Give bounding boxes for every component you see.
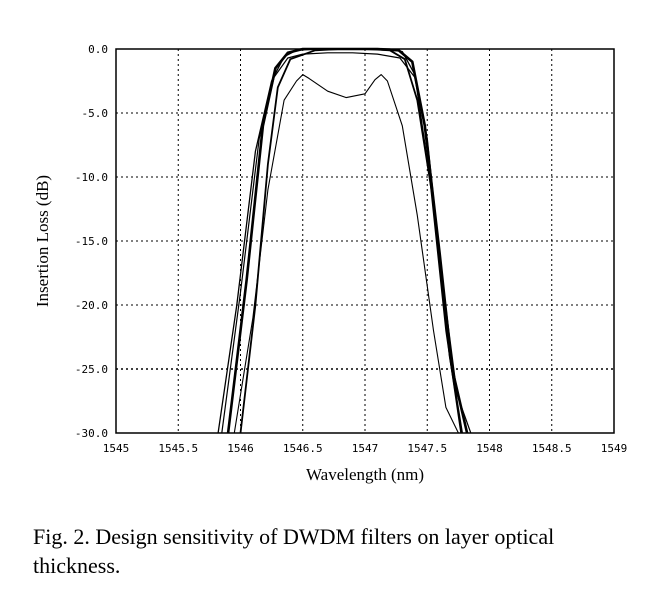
x-tick-label: 1548.5: [532, 442, 572, 455]
x-tick-label: 1549: [601, 442, 628, 455]
x-tick-label: 1547: [352, 442, 379, 455]
series-line-4: [233, 74, 459, 434]
y-tick-label: 0.0: [88, 43, 108, 56]
x-tick-label: 1547.5: [407, 442, 447, 455]
figure-caption: Fig. 2. Design sensitivity of DWDM filte…: [33, 524, 555, 578]
y-tick-label: -25.0: [75, 363, 108, 376]
y-tick-label: -10.0: [75, 171, 108, 184]
x-tick-label: 1545.5: [158, 442, 198, 455]
plot-frame: [115, 48, 615, 434]
x-tick-label: 1548: [476, 442, 503, 455]
x-tick-label: 1546.5: [283, 442, 323, 455]
y-tick-label: -30.0: [75, 427, 108, 440]
y-tick-label: -20.0: [75, 299, 108, 312]
x-tick-label: 1545: [103, 442, 130, 455]
y-tick-label: -15.0: [75, 235, 108, 248]
y-axis-title: Insertion Loss (dB): [33, 175, 52, 307]
grid: [116, 49, 614, 433]
insertion-loss-chart: 0.0 -5.0 -10.0 -15.0 -20.0 -25.0 -30.0 1545 1545…: [33, 43, 627, 484]
x-axis-title: Wavelength (nm): [306, 465, 424, 484]
x-tick-label: 1546: [227, 442, 254, 455]
series-line-1: [217, 48, 462, 434]
tick-labels: 0.0 -5.0 -10.0 -15.0 -20.0 -25.0 -30.0 1545 1545…: [75, 43, 627, 455]
series-line-3: [221, 52, 472, 434]
y-tick-label: -5.0: [82, 107, 109, 120]
